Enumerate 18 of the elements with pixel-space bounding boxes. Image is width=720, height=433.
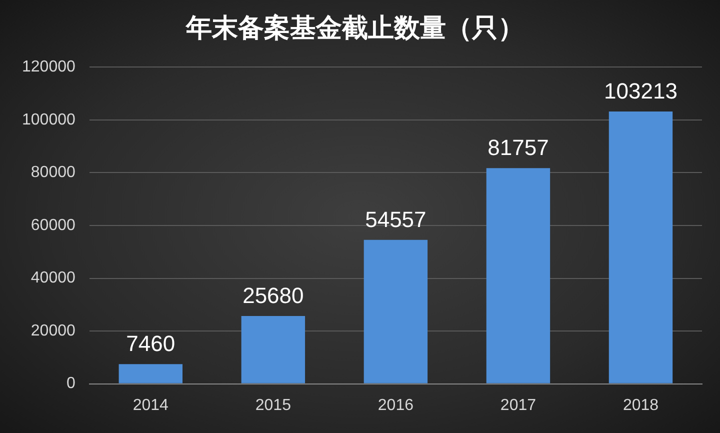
x-tick-label: 2017 bbox=[500, 396, 536, 414]
y-tick-label: 120000 bbox=[22, 58, 76, 76]
x-tick-label: 2018 bbox=[622, 396, 659, 414]
data-label: 54557 bbox=[365, 206, 426, 232]
x-tick-label: 2014 bbox=[132, 396, 169, 414]
y-tick-label: 60000 bbox=[30, 216, 76, 234]
data-label: 103213 bbox=[604, 78, 678, 104]
y-tick-label: 0 bbox=[66, 375, 76, 392]
data-label: 25680 bbox=[242, 283, 304, 308]
x-tick-label: 2016 bbox=[378, 396, 414, 414]
y-tick-label: 20000 bbox=[30, 322, 76, 340]
y-tick-label: 100000 bbox=[22, 111, 76, 128]
data-label: 7460 bbox=[126, 331, 176, 356]
x-tick-label: 2015 bbox=[255, 396, 292, 414]
y-tick-label: 40000 bbox=[30, 270, 76, 287]
chart-title: 年末备案基金截止数量（只） bbox=[185, 13, 524, 44]
y-tick-label: 80000 bbox=[30, 164, 76, 182]
data-label: 81757 bbox=[488, 135, 549, 160]
